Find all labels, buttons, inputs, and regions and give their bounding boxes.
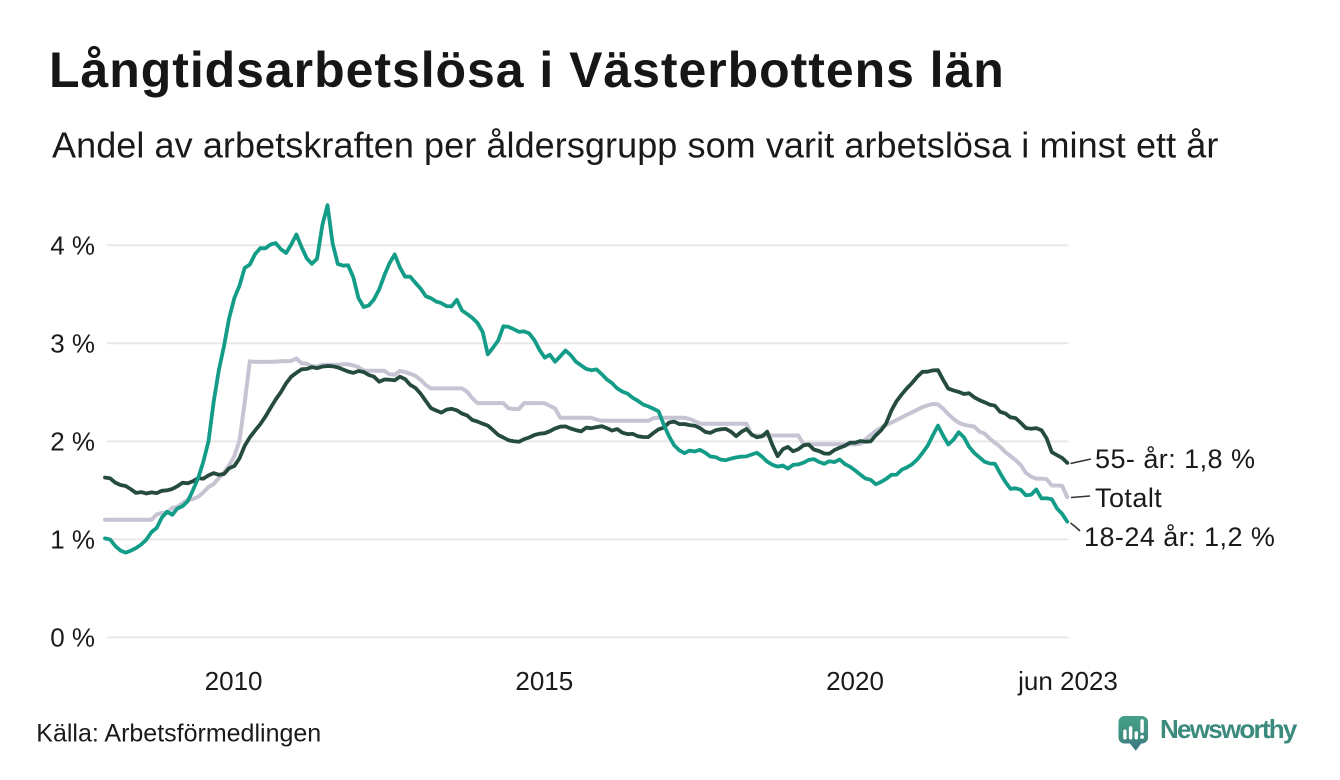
svg-text:2 %: 2 % [50, 426, 95, 456]
svg-text:Newsworthy: Newsworthy [1160, 714, 1298, 744]
svg-text:Långtidsarbetslösa i Västerbot: Långtidsarbetslösa i Västerbottens län [49, 42, 1005, 98]
svg-text:3 %: 3 % [50, 328, 95, 358]
svg-text:0 %: 0 % [50, 622, 95, 652]
svg-text:Totalt: Totalt [1095, 483, 1162, 513]
svg-text:Källa: Arbetsförmedlingen: Källa: Arbetsförmedlingen [36, 719, 321, 747]
svg-text:1 %: 1 % [50, 524, 95, 554]
svg-text:4 %: 4 % [50, 230, 95, 260]
svg-text:2015: 2015 [515, 666, 573, 696]
svg-text:2020: 2020 [826, 666, 884, 696]
svg-text:55- år: 1,8 %: 55- år: 1,8 % [1095, 444, 1255, 474]
svg-text:18-24 år: 1,2 %: 18-24 år: 1,2 % [1084, 522, 1275, 552]
svg-text:jun 2023: jun 2023 [1017, 666, 1118, 696]
svg-text:2010: 2010 [205, 666, 263, 696]
svg-text:Andel av arbetskraften per åld: Andel av arbetskraften per åldersgrupp s… [52, 125, 1218, 166]
